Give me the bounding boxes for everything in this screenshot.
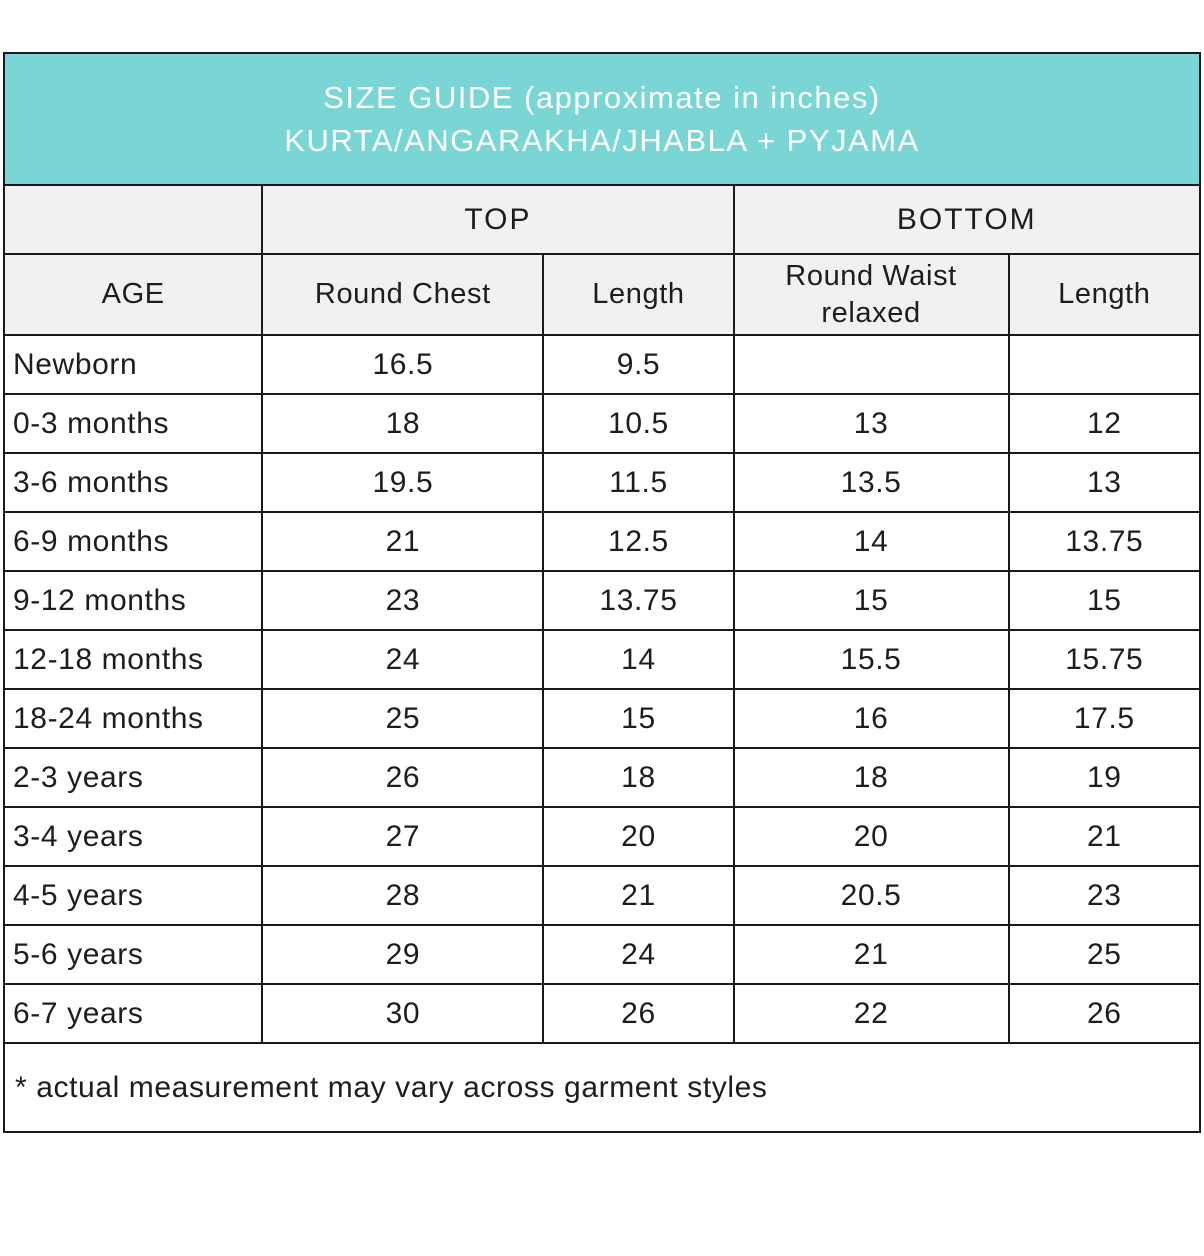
banner-row: SIZE GUIDE (approximate in inches) KURTA…	[3, 52, 1201, 186]
bottom-length-cell: 15.75	[1007, 629, 1202, 690]
size-table-body: Newborn 16.5 9.5 0-3 months 18 10.5 13 12 3-6 mo…	[2, 334, 1202, 1044]
age-column-header: AGE	[2, 253, 264, 336]
table-row: 2-3 years 26 18 18 19	[2, 747, 1202, 808]
age-cell: 5-6 years	[2, 924, 264, 985]
round-chest-column-header: Round Chest	[261, 253, 545, 336]
round-chest-cell: 16.5	[261, 334, 545, 395]
top-length-cell: 9.5	[542, 334, 735, 395]
age-cell: 3-6 months	[2, 452, 264, 513]
table-row: 3-4 years 27 20 20 21	[2, 806, 1202, 867]
round-waist-cell: 22	[732, 983, 1010, 1044]
banner-title-line1: SIZE GUIDE (approximate in inches)	[323, 80, 881, 115]
age-cell: 6-9 months	[2, 511, 264, 572]
top-length-cell: 13.75	[542, 570, 735, 631]
table-row: 0-3 months 18 10.5 13 12	[2, 393, 1202, 454]
round-waist-cell: 20.5	[732, 865, 1010, 926]
round-waist-cell: 16	[732, 688, 1010, 749]
table-row: 9-12 months 23 13.75 15 15	[2, 570, 1202, 631]
top-length-cell: 24	[542, 924, 735, 985]
top-length-cell: 12.5	[542, 511, 735, 572]
round-waist-cell: 15	[732, 570, 1010, 631]
round-waist-cell: 14	[732, 511, 1010, 572]
table-row: 6-9 months 21 12.5 14 13.75	[2, 511, 1202, 572]
age-cell: Newborn	[2, 334, 264, 395]
footnote-row: * actual measurement may vary across gar…	[3, 1042, 1201, 1133]
bottom-length-cell: 12	[1007, 393, 1202, 454]
round-chest-cell: 21	[261, 511, 545, 572]
round-waist-cell: 21	[732, 924, 1010, 985]
bottom-length-cell	[1007, 334, 1202, 395]
table-row: Newborn 16.5 9.5	[2, 334, 1202, 395]
group-header-row: TOP BOTTOM	[2, 184, 1202, 255]
footnote-text: * actual measurement may vary across gar…	[3, 1042, 1201, 1133]
round-waist-cell: 13	[732, 393, 1010, 454]
top-length-cell: 26	[542, 983, 735, 1044]
round-waist-column-header: Round Waist relaxed	[732, 253, 1010, 336]
top-length-cell: 11.5	[542, 452, 735, 513]
bottom-length-cell: 19	[1007, 747, 1202, 808]
round-chest-cell: 26	[261, 747, 545, 808]
round-waist-cell: 13.5	[732, 452, 1010, 513]
bottom-length-cell: 25	[1007, 924, 1202, 985]
round-waist-cell	[732, 334, 1010, 395]
round-waist-cell: 18	[732, 747, 1010, 808]
age-cell: 18-24 months	[2, 688, 264, 749]
banner-title-line2: KURTA/ANGARAKHA/JHABLA + PYJAMA	[284, 123, 920, 158]
bottom-length-cell: 23	[1007, 865, 1202, 926]
bottom-length-cell: 17.5	[1007, 688, 1202, 749]
top-length-cell: 20	[542, 806, 735, 867]
round-chest-cell: 23	[261, 570, 545, 631]
bottom-length-cell: 26	[1007, 983, 1202, 1044]
top-length-cell: 15	[542, 688, 735, 749]
round-chest-cell: 18	[261, 393, 545, 454]
blank-corner-cell	[2, 184, 264, 255]
table-row: 3-6 months 19.5 11.5 13.5 13	[2, 452, 1202, 513]
top-group-header: TOP	[261, 184, 735, 255]
top-length-cell: 21	[542, 865, 735, 926]
bottom-length-cell: 21	[1007, 806, 1202, 867]
table-row: 12-18 months 24 14 15.5 15.75	[2, 629, 1202, 690]
table-row: 18-24 months 25 15 16 17.5	[2, 688, 1202, 749]
bottom-length-cell: 13	[1007, 452, 1202, 513]
bottom-length-cell: 13.75	[1007, 511, 1202, 572]
size-guide-page: SIZE GUIDE (approximate in inches) KURTA…	[0, 52, 1204, 1256]
top-length-column-header: Length	[542, 253, 735, 336]
column-header-row: AGE Round Chest Length Round Waist relax…	[2, 253, 1202, 336]
age-cell: 0-3 months	[2, 393, 264, 454]
top-length-cell: 14	[542, 629, 735, 690]
round-chest-cell: 19.5	[261, 452, 545, 513]
round-chest-cell: 27	[261, 806, 545, 867]
age-cell: 9-12 months	[2, 570, 264, 631]
round-chest-cell: 29	[261, 924, 545, 985]
age-cell: 3-4 years	[2, 806, 264, 867]
round-waist-cell: 15.5	[732, 629, 1010, 690]
round-waist-cell: 20	[732, 806, 1010, 867]
size-guide-table: SIZE GUIDE (approximate in inches) KURTA…	[2, 52, 1202, 1133]
bottom-group-header: BOTTOM	[732, 184, 1202, 255]
top-length-cell: 18	[542, 747, 735, 808]
round-chest-cell: 24	[261, 629, 545, 690]
round-chest-cell: 30	[261, 983, 545, 1044]
table-row: 5-6 years 29 24 21 25	[2, 924, 1202, 985]
table-row: 4-5 years 28 21 20.5 23	[2, 865, 1202, 926]
age-cell: 4-5 years	[2, 865, 264, 926]
size-guide-banner: SIZE GUIDE (approximate in inches) KURTA…	[3, 52, 1201, 186]
age-cell: 2-3 years	[2, 747, 264, 808]
round-chest-cell: 28	[261, 865, 545, 926]
round-chest-cell: 25	[261, 688, 545, 749]
table-row: 6-7 years 30 26 22 26	[2, 983, 1202, 1044]
age-cell: 6-7 years	[2, 983, 264, 1044]
top-length-cell: 10.5	[542, 393, 735, 454]
bottom-length-cell: 15	[1007, 570, 1202, 631]
bottom-length-column-header: Length	[1007, 253, 1202, 336]
age-cell: 12-18 months	[2, 629, 264, 690]
